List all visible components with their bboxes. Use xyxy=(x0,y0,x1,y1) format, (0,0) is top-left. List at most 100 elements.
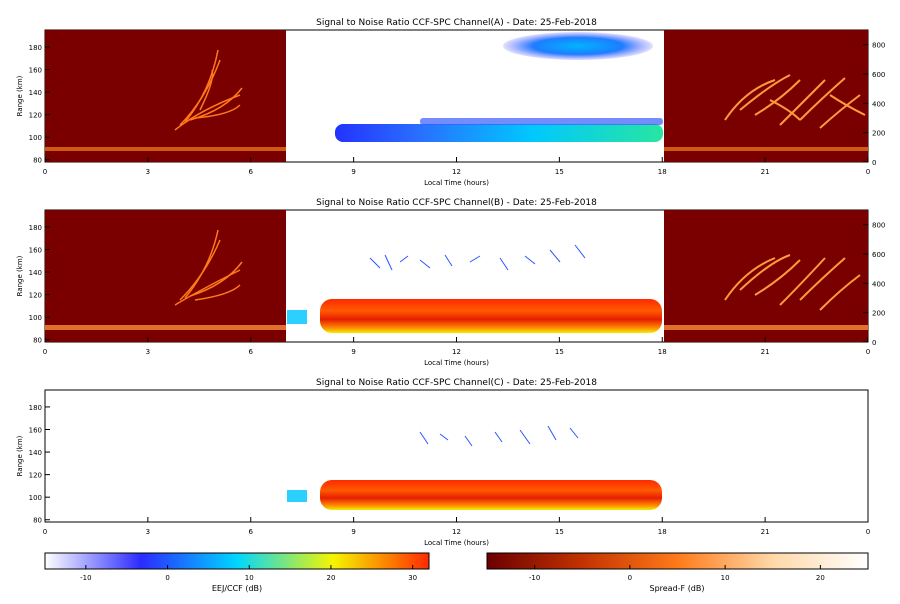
panel-a-ytick-label: 180 xyxy=(29,44,42,52)
colorbar-eej-ticks: -10 0 10 20 30 xyxy=(80,565,417,582)
panel-c-ytick-label: 140 xyxy=(29,449,42,457)
panel-b-ylabel: Range (km) xyxy=(16,255,24,296)
colorbar-spreadf-label: Spread-F (dB) xyxy=(649,584,704,593)
panel-c-xtick-label: 12 xyxy=(452,528,461,536)
panel-b-xtick-label: 15 xyxy=(555,348,564,356)
panel-c-xtick-label: 0 xyxy=(866,528,870,536)
colorbar-eej-tick-label: 0 xyxy=(165,574,169,582)
panel-b-night-right xyxy=(664,210,868,342)
panel-a-night-right xyxy=(664,30,868,162)
colorbar-eej-bar xyxy=(44,552,430,570)
panel-a-plumes-right xyxy=(724,74,866,129)
colorbar-spreadf-tick-label: 10 xyxy=(721,574,730,582)
colorbar-spreadf-tick-label: 0 xyxy=(628,574,632,582)
colorbar-eej-label: EEJ/CCF (dB) xyxy=(212,584,262,593)
panel-a xyxy=(44,29,869,163)
panel-b-xlabel: Local Time (hours) xyxy=(424,359,489,367)
panel-a-xlabel: Local Time (hours) xyxy=(424,179,489,187)
panel-a-ytick-label: 120 xyxy=(29,112,42,120)
panel-a-ytick-label: 140 xyxy=(29,89,42,97)
panel-c-eej-onset xyxy=(287,490,307,502)
panel-a-y2tick-label: 0 xyxy=(872,159,876,167)
panel-b-y2tick-label: 200 xyxy=(872,310,885,318)
panel-a-night-left-band xyxy=(45,147,286,151)
colorbar-eej-tick-label: 20 xyxy=(326,574,335,582)
colorbar-spreadf-tick-label: -10 xyxy=(529,574,540,582)
panel-c-ylabel: Range (km) xyxy=(16,435,24,476)
panel-c-xtick-label: 3 xyxy=(146,528,150,536)
panel-c-xtick-label: 15 xyxy=(555,528,564,536)
panel-c-ytick-label: 100 xyxy=(29,494,42,502)
panel-c-xtick-label: 9 xyxy=(351,528,355,536)
panel-a-upper-echo xyxy=(503,32,653,60)
colorbar-spreadf-bar xyxy=(486,552,869,570)
panel-b-xtick-label: 21 xyxy=(761,348,770,356)
panel-b-ytick-label: 140 xyxy=(29,269,42,277)
panel-b-upper-echoes xyxy=(369,244,586,271)
panel-c-ytick-label: 160 xyxy=(29,426,42,434)
panel-b-xtick-label: 9 xyxy=(351,348,355,356)
panel-a-xtick-label: 9 xyxy=(351,168,355,176)
panel-a-y2tick-label: 200 xyxy=(872,130,885,138)
panel-a-xtick-label: 15 xyxy=(555,168,564,176)
panel-c-title: Signal to Noise Ratio CCF-SPC Channel(C)… xyxy=(316,378,597,388)
panel-b-ytick-label: 120 xyxy=(29,292,42,300)
colorbar-spreadf-ticks: -10 0 10 20 xyxy=(529,565,825,582)
panel-a-y2tick-label: 800 xyxy=(872,42,885,50)
panel-b-xtick-label: 6 xyxy=(249,348,254,356)
panel-b-title: Signal to Noise Ratio CCF-SPC Channel(B)… xyxy=(316,198,597,208)
panel-c-xtick-label: 18 xyxy=(658,528,667,536)
panel-a-xtick-label: 0 xyxy=(866,168,870,176)
panel-b-y2tick-label: 600 xyxy=(872,251,885,259)
panel-a-eej-layer-upper xyxy=(420,118,663,125)
panel-b-plumes-left xyxy=(174,229,243,306)
panel-a-eej-layer xyxy=(335,124,663,142)
panel-b-eej-layer xyxy=(320,299,662,333)
panel-a-xtick-label: 18 xyxy=(658,168,667,176)
panel-b-xtick-label: 18 xyxy=(658,348,667,356)
colorbar-eej-tick-label: 10 xyxy=(245,574,254,582)
panel-a-xtick-label: 3 xyxy=(146,168,150,176)
panel-c-xlabel: Local Time (hours) xyxy=(424,539,489,547)
panel-b-night-right-band xyxy=(664,325,868,330)
panel-a-ytick-label: 100 xyxy=(29,134,42,142)
panel-a-xtick-label: 21 xyxy=(761,168,770,176)
panel-a-night-left xyxy=(45,30,286,162)
panel-c-xtick-label: 21 xyxy=(761,528,770,536)
panel-b-y2tick-label: 400 xyxy=(872,280,885,288)
panel-a-title: Signal to Noise Ratio CCF-SPC Channel(A)… xyxy=(316,18,597,28)
panel-c-xtick-label: 6 xyxy=(249,528,254,536)
panel-c-ytick-label: 120 xyxy=(29,472,42,480)
panel-c-eej-layer xyxy=(320,480,662,510)
panel-a-ytick-label: 80 xyxy=(33,157,42,165)
panel-b xyxy=(44,209,869,343)
colorbar-spreadf: -10 0 10 20 Spread-F (dB) xyxy=(486,552,869,593)
panel-b-ytick-label: 100 xyxy=(29,314,42,322)
panel-c-ytick-label: 80 xyxy=(33,517,42,525)
panel-a-xtick-label: 6 xyxy=(249,168,254,176)
panel-c-upper-echoes xyxy=(419,425,579,447)
panel-b-ytick-label: 160 xyxy=(29,246,42,254)
panel-b-ytick-label: 180 xyxy=(29,224,42,232)
panel-b-xtick-label: 0 xyxy=(866,348,870,356)
panel-c xyxy=(44,389,869,523)
text-layer: Signal to Noise Ratio CCF-SPC Channel(A)… xyxy=(16,18,885,547)
panel-a-plumes-left xyxy=(174,49,243,131)
panel-a-y2tick-label: 400 xyxy=(872,100,885,108)
panel-c-xtick-label: 0 xyxy=(43,528,47,536)
panel-a-night-right-band xyxy=(664,147,868,151)
panel-a-xtick-label: 0 xyxy=(43,168,47,176)
panel-a-ytick-label: 160 xyxy=(29,66,42,74)
panel-c-ytick-label: 180 xyxy=(29,404,42,412)
panel-b-xtick-label: 12 xyxy=(452,348,461,356)
panel-a-ylabel: Range (km) xyxy=(16,75,24,116)
panel-a-y2tick-label: 600 xyxy=(872,71,885,79)
colorbar-eej-tick-label: 30 xyxy=(408,574,417,582)
panel-b-y2tick-label: 800 xyxy=(872,222,885,230)
panel-b-night-left xyxy=(45,210,286,342)
panel-b-ytick-label: 80 xyxy=(33,337,42,345)
panel-b-plumes-right xyxy=(724,254,861,311)
colorbar-eej-tick-label: -10 xyxy=(80,574,91,582)
